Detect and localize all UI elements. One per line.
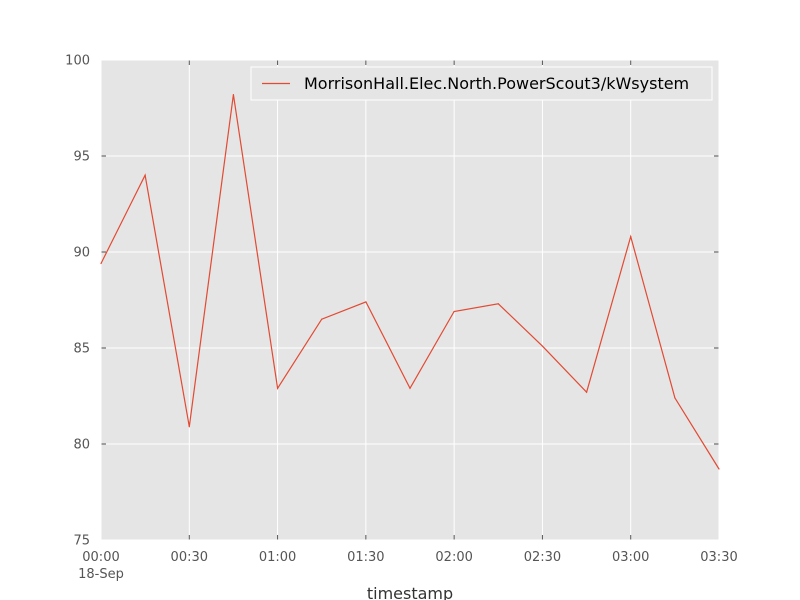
- x-tick-label: 01:00: [259, 550, 296, 565]
- x-tick-label: 02:30: [524, 550, 561, 565]
- axis-ticks: [100, 59, 720, 541]
- data-point: [276, 387, 279, 389]
- plot-area: [101, 60, 719, 540]
- x-tick-label: 00:30: [171, 550, 208, 565]
- data-point: [365, 301, 367, 303]
- y-tick-label: 80: [73, 438, 90, 453]
- y-tick-labels: 75 80 85 90 95 100: [65, 54, 90, 549]
- data-point: [453, 310, 455, 313]
- data-point: [144, 174, 146, 176]
- x-tick-label: 00:00: [82, 550, 119, 565]
- data-point: [630, 236, 632, 238]
- y-tick-label: 85: [73, 342, 90, 357]
- legend-box: [250, 66, 713, 101]
- data-point: [497, 303, 499, 305]
- data-point: [585, 391, 588, 393]
- series-group: [100, 93, 720, 470]
- x-tick-labels: 00:00 00:30 01:00 01:30 02:00 02:30 03:00 03:30: [82, 550, 737, 565]
- y-tick-label: 100: [65, 54, 90, 69]
- data-point: [409, 387, 411, 389]
- x-tick-label: 01:30: [347, 550, 384, 565]
- x-tick-label: 03:00: [612, 550, 649, 565]
- x-tick-label: 02:00: [435, 550, 472, 565]
- data-point: [232, 93, 235, 96]
- data-point: [100, 262, 102, 265]
- y-tick-label: 90: [73, 246, 90, 261]
- x-date-label: 18-Sep: [78, 567, 124, 582]
- data-point: [188, 426, 190, 428]
- y-tick-label: 95: [73, 150, 90, 165]
- data-point: [674, 397, 676, 399]
- data-point: [718, 468, 720, 470]
- x-axis-label: timestamp: [367, 584, 453, 600]
- legend: MorrisonHall.Elec.North.PowerScout3/kWsy…: [250, 66, 713, 101]
- legend-label: MorrisonHall.Elec.North.PowerScout3/kWsy…: [304, 74, 689, 93]
- x-tick-label: 03:30: [700, 550, 737, 565]
- data-point: [321, 318, 323, 320]
- data-point: [541, 345, 544, 347]
- y-tick-label: 75: [73, 534, 90, 549]
